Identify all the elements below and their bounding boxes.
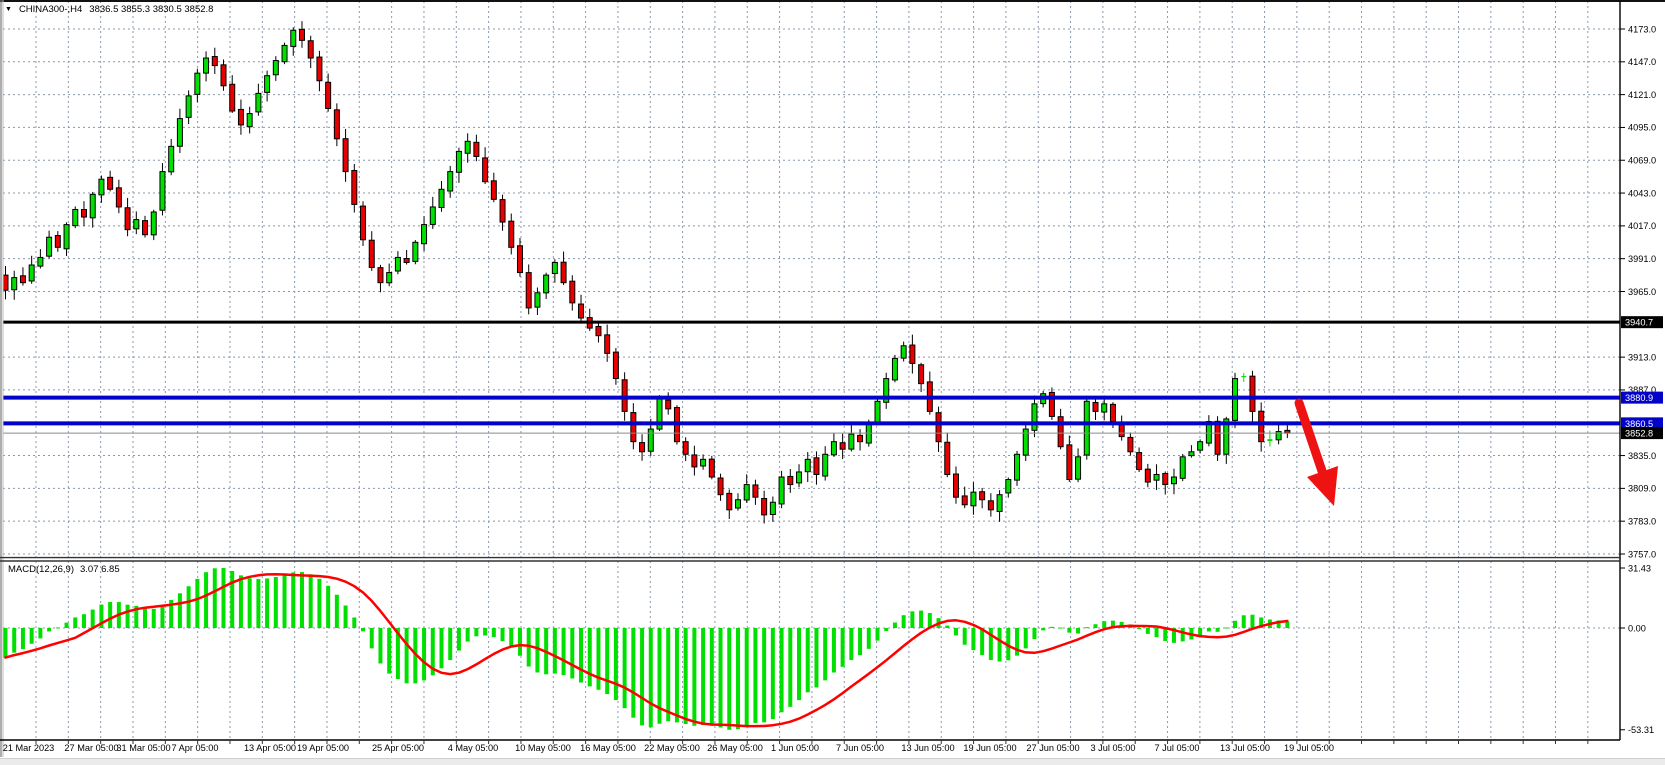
svg-text:3757.0: 3757.0 [1628,549,1656,559]
svg-text:19 Jun 05:00: 19 Jun 05:00 [963,743,1016,753]
svg-text:3965.0: 3965.0 [1628,287,1656,297]
svg-text:3887.0: 3887.0 [1628,385,1656,395]
macd-indicator-label: MACD(12,26,9) 3.07 6.85 [8,564,120,575]
svg-text:7 Jul 05:00: 7 Jul 05:00 [1155,743,1200,753]
svg-text:13 Jun 05:00: 13 Jun 05:00 [901,743,954,753]
chart-header: ▼ CHINA300-,H4 3836.5 3855.3 3830.5 3852… [5,4,213,15]
svg-text:7 Apr 05:00: 7 Apr 05:00 [172,743,219,753]
svg-text:3880.9: 3880.9 [1625,393,1653,403]
svg-text:22 May 05:00: 22 May 05:00 [644,743,700,753]
svg-text:3860.5: 3860.5 [1625,419,1653,429]
svg-text:3991.0: 3991.0 [1628,254,1656,264]
price-axis-labels: 4173.0 4147.0 4121.0 4095.0 4069.0 4043.0 4017… [1620,24,1656,735]
svg-text:13 Apr 05:00: 13 Apr 05:00 [244,743,296,753]
svg-text:31.43: 31.43 [1628,563,1651,573]
svg-text:21 Mar 2023: 21 Mar 2023 [3,743,55,753]
svg-text:4 May 05:00: 4 May 05:00 [448,743,499,753]
svg-text:3809.0: 3809.0 [1628,484,1656,494]
down-arrow-annotation[interactable] [1294,398,1338,506]
macd-values: 3.07 6.85 [80,564,120,575]
svg-text:26 May 05:00: 26 May 05:00 [707,743,763,753]
macd-layer [3,568,1290,730]
ohlc-values: 3836.5 3855.3 3830.5 3852.8 [89,4,214,15]
svg-text:27 Mar 05:00: 27 Mar 05:00 [64,743,118,753]
svg-text:4095.0: 4095.0 [1628,123,1656,133]
level-lines-layer[interactable] [3,320,1620,434]
svg-text:13 Jul 05:00: 13 Jul 05:00 [1220,743,1270,753]
symbol-timeframe-label: CHINA300-,H4 [18,4,83,15]
svg-text:4069.0: 4069.0 [1628,156,1656,166]
svg-text:4147.0: 4147.0 [1628,57,1656,67]
svg-text:3 Jul 05:00: 3 Jul 05:00 [1091,743,1136,753]
svg-text:3940.7: 3940.7 [1625,318,1653,328]
svg-text:27 Jun 05:00: 27 Jun 05:00 [1026,743,1079,753]
svg-text:16 May 05:00: 16 May 05:00 [580,743,636,753]
svg-text:19 Apr 05:00: 19 Apr 05:00 [297,743,349,753]
macd-name: MACD(12,26,9) [8,564,74,575]
svg-text:-53.31: -53.31 [1628,725,1654,735]
svg-text:3835.0: 3835.0 [1628,451,1656,461]
svg-text:4121.0: 4121.0 [1628,90,1656,100]
symbol-dropdown-icon[interactable]: ▼ [5,6,12,13]
svg-text:10 May 05:00: 10 May 05:00 [515,743,571,753]
svg-text:4173.0: 4173.0 [1628,24,1656,34]
svg-text:3913.0: 3913.0 [1628,352,1656,362]
svg-text:19 Jul 05:00: 19 Jul 05:00 [1284,743,1334,753]
window-bottom-strip [0,758,1665,765]
svg-text:3783.0: 3783.0 [1628,516,1656,526]
svg-text:31 Mar 05:00: 31 Mar 05:00 [116,743,170,753]
svg-text:4043.0: 4043.0 [1628,188,1656,198]
svg-text:3852.8: 3852.8 [1625,429,1653,439]
grid-layer [3,1,1620,740]
svg-text:7 Jun 05:00: 7 Jun 05:00 [836,743,884,753]
svg-text:4017.0: 4017.0 [1628,221,1656,231]
svg-text:0.00: 0.00 [1628,623,1646,633]
svg-text:1 Jun 05:00: 1 Jun 05:00 [771,743,819,753]
candlestick-layer [3,21,1291,524]
svg-text:25 Apr 05:00: 25 Apr 05:00 [372,743,424,753]
